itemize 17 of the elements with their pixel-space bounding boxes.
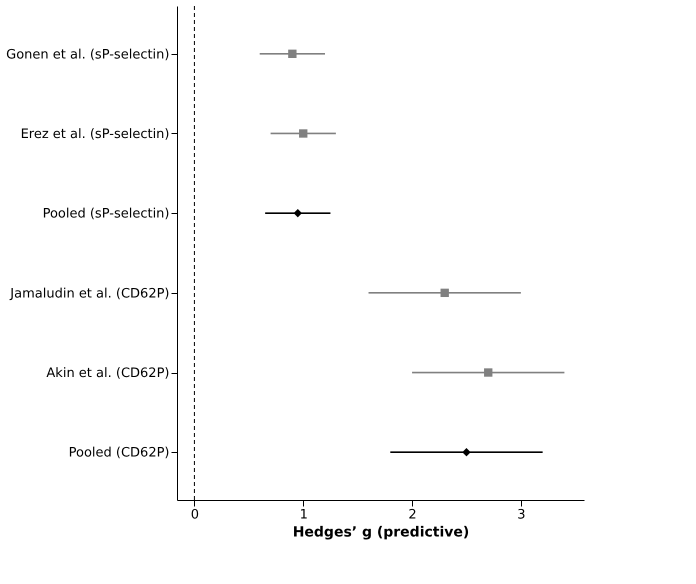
x-axis-title: Hedges’ g (predictive) [292, 524, 470, 540]
x-tick-label: 1 [300, 508, 308, 522]
x-tick-label: 2 [408, 508, 417, 522]
y-tick-label: Pooled (CD62P) [68, 446, 170, 461]
y-tick-label: Jamaludin et al. (CD62P) [9, 286, 170, 302]
point [299, 129, 308, 138]
point [288, 50, 297, 58]
x-tick-label: 3 [517, 508, 526, 522]
y-tick-label: Pooled (sP-selectin) [42, 206, 170, 222]
point [484, 368, 492, 377]
point [294, 208, 302, 218]
point [462, 448, 471, 456]
point [440, 288, 449, 298]
x-tick-label: 0 [190, 508, 200, 522]
y-tick-label: Gonen et al. (sP-selectin) [6, 47, 170, 62]
y-tick-label: Erez et al. (sP-selectin) [20, 126, 170, 142]
y-tick-label: Akin et al. (CD62P) [46, 366, 170, 382]
